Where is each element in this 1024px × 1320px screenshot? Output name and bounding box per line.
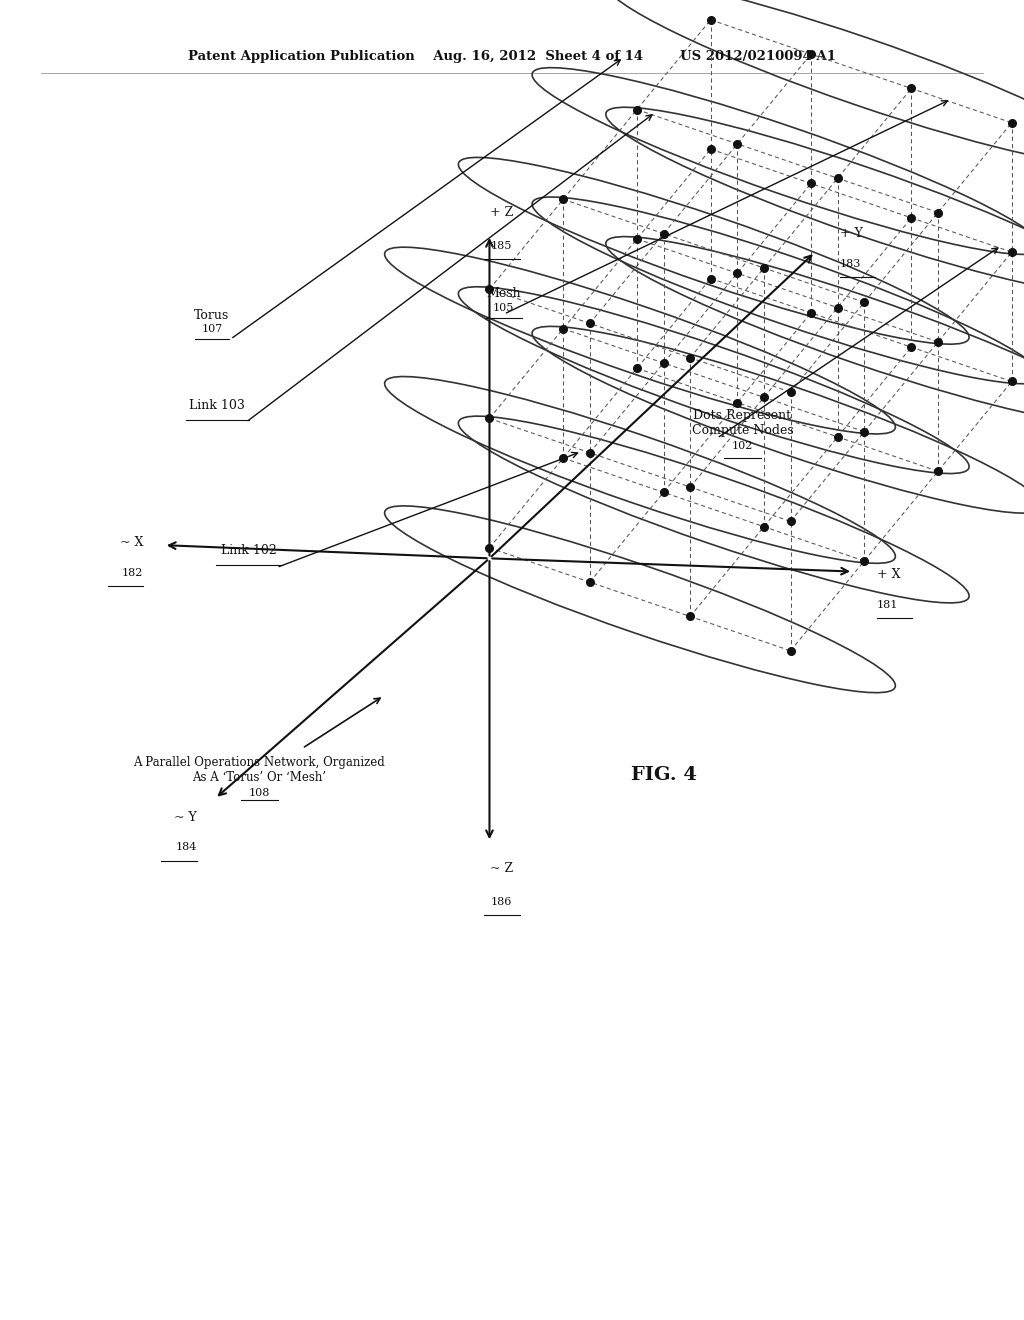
Text: Dots Represent: Dots Represent — [693, 409, 792, 422]
Text: 182: 182 — [122, 568, 143, 578]
Text: + Z: + Z — [490, 206, 513, 219]
Text: 186: 186 — [492, 896, 512, 907]
Text: 107: 107 — [202, 323, 222, 334]
Text: ~ Z: ~ Z — [490, 862, 513, 875]
Text: Link 103: Link 103 — [189, 399, 245, 412]
Text: ~ X: ~ X — [120, 536, 143, 549]
Text: + X: + X — [877, 568, 900, 581]
Text: + Y: + Y — [840, 227, 862, 240]
Text: 184: 184 — [175, 842, 197, 853]
Text: 108: 108 — [249, 788, 269, 799]
Text: ~ Y: ~ Y — [174, 810, 197, 824]
Text: A Parallel Operations Network, Organized: A Parallel Operations Network, Organized — [133, 756, 385, 770]
Text: 183: 183 — [840, 259, 861, 269]
Text: 181: 181 — [877, 599, 898, 610]
Text: As A ‘Torus’ Or ‘Mesh’: As A ‘Torus’ Or ‘Mesh’ — [193, 771, 326, 784]
Text: FIG. 4: FIG. 4 — [631, 766, 696, 784]
Text: Link 102: Link 102 — [221, 544, 276, 557]
Text: Torus: Torus — [195, 309, 229, 322]
Text: 102: 102 — [732, 441, 753, 451]
Text: 185: 185 — [492, 240, 512, 251]
Text: 105: 105 — [494, 302, 514, 313]
Text: Patent Application Publication    Aug. 16, 2012  Sheet 4 of 14        US 2012/02: Patent Application Publication Aug. 16, … — [188, 50, 836, 63]
Text: Mesh: Mesh — [486, 286, 521, 300]
Text: Compute Nodes: Compute Nodes — [691, 424, 794, 437]
